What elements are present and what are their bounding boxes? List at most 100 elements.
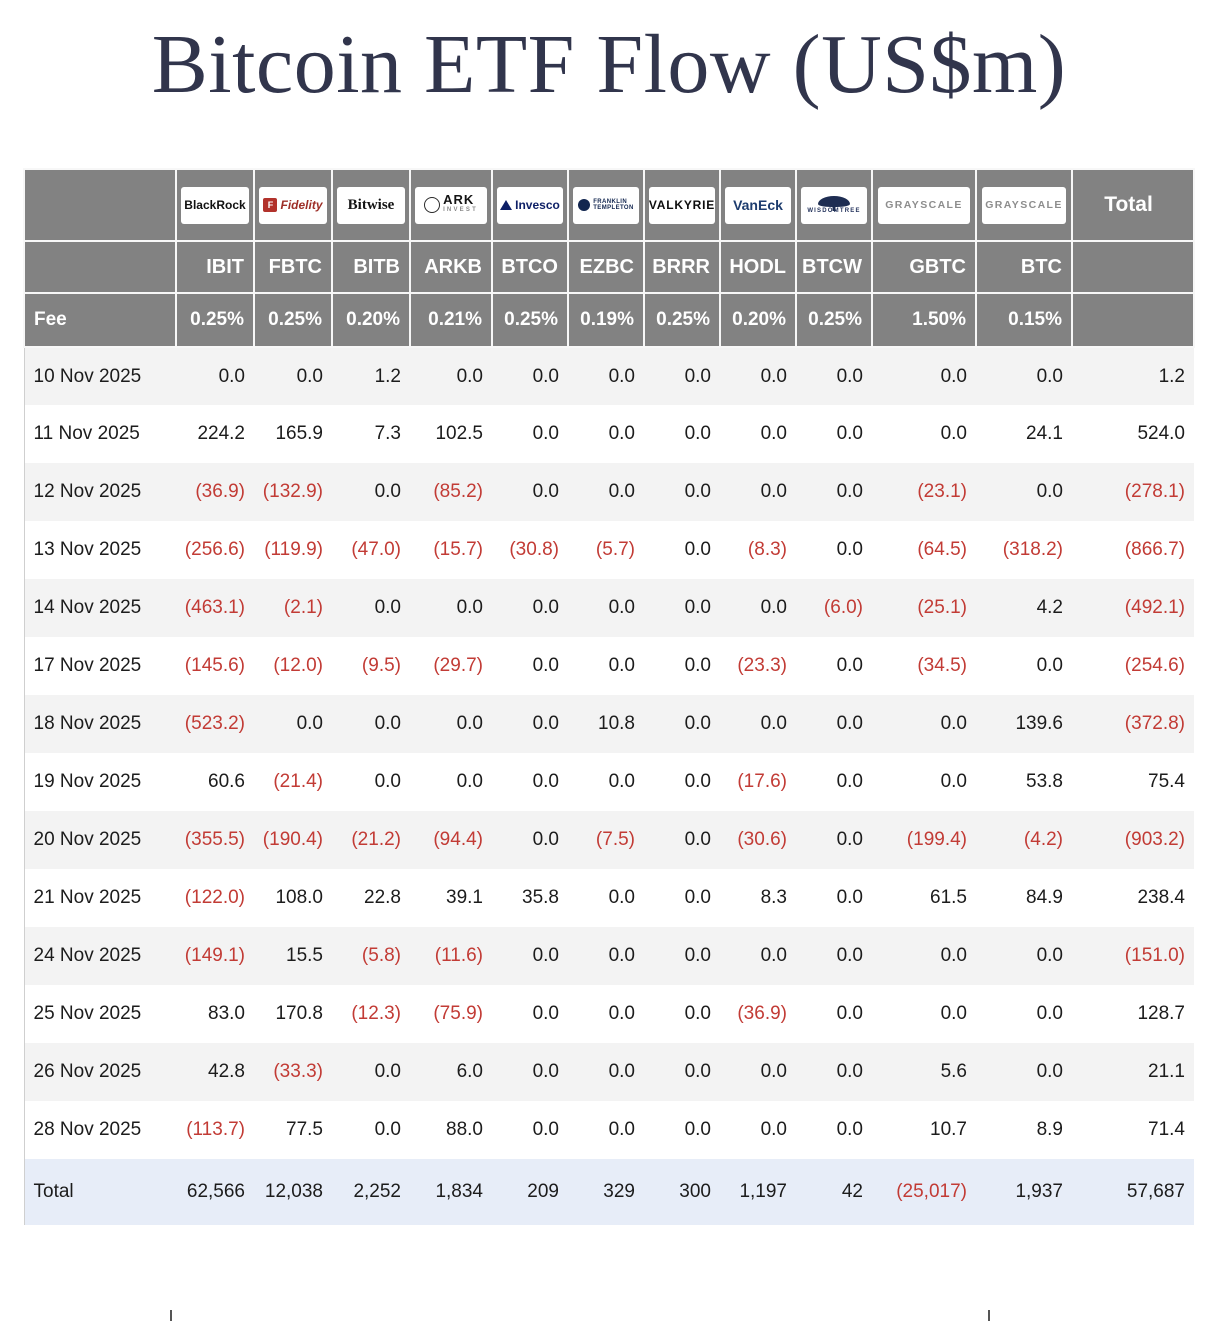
value-cell: 0.0 (940, 945, 967, 966)
corner-cell (23, 168, 177, 242)
value-cell: 0.0 (456, 771, 483, 792)
column-total-cell: 209 (527, 1181, 559, 1202)
value-cell: (9.5) (361, 655, 401, 676)
value-cell: 0.0 (684, 713, 711, 734)
franklin-logo: FRANKLIN TEMPLETON (572, 186, 640, 224)
provider-logo-cell: GRAYSCALE (975, 168, 1073, 242)
value-cell: 0.0 (456, 365, 483, 387)
fee-cell: 0.15% (975, 292, 1073, 348)
date-cell: 12 Nov 2025 (23, 463, 176, 521)
value-cell: 0.0 (684, 945, 711, 966)
value-cell: 0.0 (940, 713, 967, 734)
value-cell: 10.7 (930, 1119, 967, 1140)
franklin-wordmark: FRANKLIN TEMPLETON (593, 199, 634, 212)
value-cell: 0.0 (374, 597, 401, 618)
provider-logo-cell: GRAYSCALE (871, 168, 977, 242)
fee-row-label: Fee (23, 292, 177, 348)
ticker-cell: FBTC (253, 240, 333, 294)
value-cell: (11.6) (434, 945, 483, 966)
value-cell: 0.0 (836, 481, 863, 502)
fee-row: Fee 0.25% 0.25% 0.20% 0.21% 0.25% 0.19% 0.25% 0.… (23, 292, 1195, 348)
blackrock-logo: BlackRock (180, 186, 250, 224)
value-cell: 0.0 (836, 539, 863, 560)
table-row: 13 Nov 2025 (256.6) (119.9) (47.0) (15.7) (30… (23, 521, 1194, 579)
value-cell: 0.0 (532, 1119, 559, 1140)
value-cell: (8.3) (747, 539, 787, 560)
bitwise-logo: Bitwise (336, 186, 406, 224)
fee-cell: 0.20% (719, 292, 797, 348)
value-cell: 0.0 (456, 713, 483, 734)
blackrock-wordmark: BlackRock (184, 198, 246, 212)
fee-cell: 0.25% (795, 292, 873, 348)
value-cell: 0.0 (684, 655, 711, 676)
column-total-cell: 329 (603, 1181, 635, 1202)
value-cell: 42.8 (208, 1061, 245, 1082)
vaneck-wordmark: VanEck (733, 197, 783, 213)
provider-logo-cell: ARK INVEST (409, 168, 493, 242)
value-cell: 0.0 (1036, 365, 1063, 387)
value-cell: 0.0 (608, 481, 635, 502)
ark-text: ARK (443, 192, 475, 207)
value-cell: (34.5) (917, 655, 967, 676)
row-total-cell: 1.2 (1158, 365, 1185, 387)
value-cell: 0.0 (1036, 1003, 1063, 1024)
value-cell: 0.0 (684, 423, 711, 444)
value-cell: 15.5 (286, 945, 323, 966)
value-cell: 0.0 (940, 423, 967, 444)
value-cell: (21.4) (273, 771, 323, 792)
date-cell: 13 Nov 2025 (23, 521, 176, 579)
value-cell: 0.0 (456, 597, 483, 618)
value-cell: 0.0 (940, 771, 967, 792)
value-cell: 0.0 (532, 423, 559, 444)
ticker-cell: GBTC (871, 240, 977, 294)
value-cell: (523.2) (184, 713, 245, 734)
value-cell: 0.0 (532, 597, 559, 618)
bottom-tick-mark (988, 1310, 990, 1321)
value-cell: 0.0 (760, 597, 787, 618)
franklin-text: FRANKLIN (593, 198, 628, 205)
value-cell: (85.2) (433, 481, 483, 502)
row-total-cell: (866.7) (1124, 539, 1185, 560)
page-title: Bitcoin ETF Flow (US$m) (151, 18, 1067, 111)
value-cell: (149.1) (184, 945, 245, 966)
table-row: 12 Nov 2025 (36.9) (132.9) 0.0 (85.2) 0.0 0.0 0… (23, 463, 1194, 521)
value-cell: 0.0 (940, 1003, 967, 1024)
total-row-label: Total (23, 1159, 176, 1225)
ticker-cell: BTCO (491, 240, 569, 294)
value-cell: 0.0 (684, 539, 711, 560)
value-cell: 60.6 (208, 771, 245, 792)
value-cell: 0.0 (374, 771, 401, 792)
fidelity-f-icon: F (263, 198, 278, 212)
ark-wordmark: ARK INVEST (443, 192, 478, 216)
value-cell: (12.0) (273, 655, 323, 676)
value-cell: 0.0 (836, 1003, 863, 1024)
grayscale-wordmark: GRAYSCALE (985, 199, 1063, 211)
value-cell: 39.1 (446, 887, 483, 908)
provider-logo-row: BlackRock F Fidelity Bitwise ARK INVEST Invesc… (23, 168, 1195, 242)
row-total-cell: (278.1) (1124, 481, 1185, 502)
value-cell: (122.0) (184, 887, 245, 908)
value-cell: 0.0 (684, 1003, 711, 1024)
value-cell: 0.0 (940, 365, 967, 387)
ticker-cell: HODL (719, 240, 797, 294)
date-cell: 20 Nov 2025 (23, 811, 176, 869)
grand-total-cell: 57,687 (1126, 1181, 1185, 1202)
value-cell: 8.9 (1036, 1119, 1063, 1140)
value-cell: 0.0 (532, 945, 559, 966)
value-cell: 139.6 (1015, 713, 1063, 734)
provider-logo-cell: Invesco (491, 168, 569, 242)
provider-logo-cell: Bitwise (331, 168, 411, 242)
value-cell: (355.5) (184, 829, 245, 850)
row-total-cell: 238.4 (1137, 887, 1185, 908)
bottom-tick-mark (170, 1310, 172, 1321)
value-cell: 0.0 (532, 365, 559, 387)
empty-header-cell (1071, 292, 1195, 348)
value-cell: 0.0 (684, 771, 711, 792)
value-cell: 84.9 (1026, 887, 1063, 908)
total-row: Total 62,566 12,038 2,252 1,834 209 329 300 1,19… (23, 1159, 1194, 1225)
row-total-cell: (903.2) (1124, 829, 1185, 850)
value-cell: 0.0 (374, 481, 401, 502)
column-total-cell: 1,834 (435, 1181, 483, 1202)
wisdomtree-wordmark: WISDOMTREE (807, 208, 861, 214)
value-cell: 0.0 (760, 1061, 787, 1082)
